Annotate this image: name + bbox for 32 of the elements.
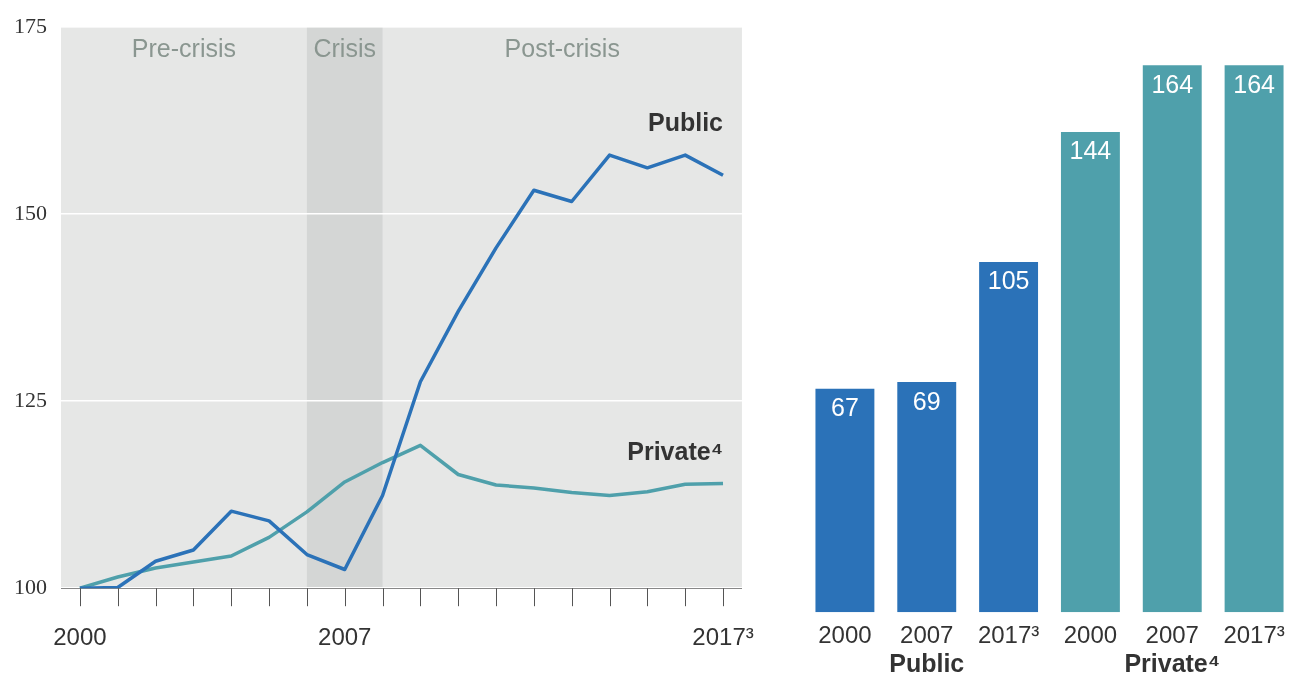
series-label: Public [648, 108, 724, 137]
bar [979, 262, 1039, 613]
data-label: 164 [1151, 69, 1194, 98]
x-tick-label: 2000 [818, 621, 872, 649]
y-tick-label: 150 [14, 199, 47, 225]
bar [815, 388, 875, 613]
data-label: 144 [1069, 136, 1112, 165]
bar [1060, 132, 1120, 613]
bar [1142, 65, 1202, 613]
data-label: 164 [1233, 69, 1276, 98]
x-tick-label: 2000 [1063, 621, 1118, 649]
bar [897, 382, 957, 613]
x-tick-label: 2007 [900, 621, 954, 649]
y-tick-label: 100 [14, 573, 47, 599]
bar [1224, 65, 1284, 613]
x-tick-label: 2017³ [1223, 621, 1285, 649]
y-tick-label: 175 [14, 12, 47, 38]
data-label: 67 [831, 393, 859, 422]
annotation: Pre-crisis [131, 33, 237, 62]
data-label: 69 [912, 386, 941, 415]
x-tick-label: 2007 [1145, 621, 1199, 649]
series-label: Public [889, 648, 965, 677]
annotation: Post-crisis [504, 33, 620, 62]
series-label: Private⁴ [627, 436, 724, 465]
x-tick-label: 2017³ [977, 621, 1040, 649]
x-tick-label: 2017³ [692, 623, 754, 651]
y-tick-label: 125 [14, 386, 47, 412]
data-label: 105 [987, 266, 1030, 295]
series-label: Private⁴ [1124, 648, 1221, 677]
x-tick-label: 2007 [318, 623, 372, 651]
band-label: Crisis [313, 33, 376, 62]
x-tick-label: 2000 [53, 623, 107, 651]
